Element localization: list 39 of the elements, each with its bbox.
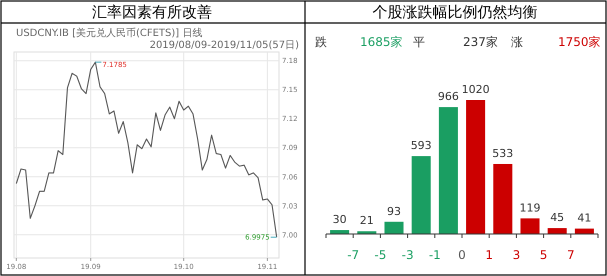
bar (412, 156, 431, 234)
data-label: 30 (332, 213, 347, 226)
data-label: 533 (492, 146, 514, 160)
text: 平 (413, 35, 425, 49)
text: 1685家 (360, 35, 403, 49)
data-label: 93 (387, 204, 401, 218)
data-label: 45 (550, 211, 564, 224)
bar (520, 218, 540, 234)
text: -3 (402, 248, 414, 262)
text: -5 (374, 248, 386, 262)
text: 2019/08/09-2019/11/05(57日) (150, 40, 300, 51)
text: 1750家 (558, 35, 601, 49)
text: 0 (458, 248, 466, 262)
data-label: 966 (438, 90, 459, 104)
text: USDCNY.IB [美元兑人民币(CFETS)] 日线 (16, 27, 202, 39)
data-label: 593 (410, 139, 432, 152)
bar (548, 228, 567, 234)
chart-title: 汇率因素有所改善 (92, 3, 212, 21)
bar (384, 222, 404, 234)
text: 涨 (511, 35, 523, 49)
text: 7 (566, 248, 575, 262)
data-label: 41 (577, 212, 592, 225)
bar (357, 231, 376, 234)
text: 3 (512, 248, 520, 262)
text: 237家 (463, 35, 498, 49)
text: 1 (485, 248, 494, 262)
bar (466, 100, 486, 234)
text: 5 (540, 248, 548, 262)
bar (574, 228, 594, 234)
data-label: 21 (360, 214, 374, 228)
line-series (16, 62, 278, 238)
data-label: 119 (520, 201, 540, 214)
data-label: 1020 (462, 83, 490, 96)
text: -1 (428, 248, 441, 262)
text: 跌 (315, 35, 327, 49)
chart-title: 个股涨跌幅比例仍然均衡 (372, 3, 538, 21)
bar (493, 164, 512, 234)
text: -7 (347, 248, 360, 262)
bar (438, 107, 458, 234)
